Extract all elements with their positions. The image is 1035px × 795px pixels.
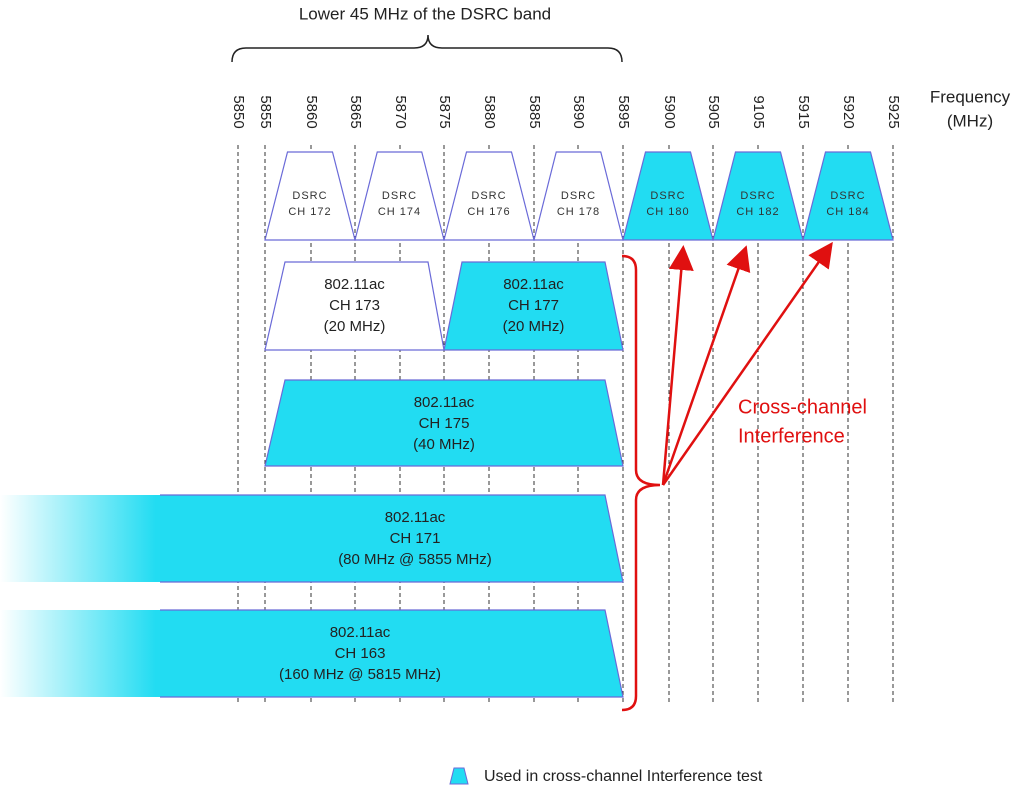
wifi-label: CH 163: [335, 645, 386, 662]
brace: [231, 34, 623, 63]
arrow: [661, 245, 694, 486]
tick-label: 5850: [230, 95, 247, 128]
dsrc-channel: [712, 151, 804, 241]
wifi-label: (80 MHz @ 5855 MHz): [338, 551, 492, 568]
dsrc-label: DSRC: [471, 190, 506, 202]
dsrc-channel: [443, 151, 535, 241]
tick-label: 5915: [795, 95, 812, 128]
tick-label: 5895: [615, 95, 632, 128]
axis-label: (MHz): [947, 111, 993, 130]
legend-icon: [449, 767, 469, 785]
wifi-label: CH 173: [329, 297, 380, 314]
dsrc-label: CH 180: [646, 206, 689, 218]
annotation: Interference: [738, 425, 845, 447]
dsrc-channel: [264, 151, 356, 241]
wifi-channel: [264, 261, 445, 351]
dsrc-label: CH 184: [826, 206, 869, 218]
dsrc-label: DSRC: [561, 190, 596, 202]
wifi-label: 802.11ac: [330, 624, 391, 641]
tick-label: 5880: [481, 95, 498, 128]
wifi-label: CH 175: [419, 415, 470, 432]
dsrc-label: CH 182: [736, 206, 779, 218]
dsrc-channel: [354, 151, 445, 241]
dsrc-label: CH 176: [467, 206, 510, 218]
wifi-channel: [264, 379, 624, 467]
arrow: [661, 241, 833, 486]
wifi-label: 802.11ac: [324, 276, 385, 293]
dsrc-label: DSRC: [292, 190, 327, 202]
tick-label: 5925: [885, 95, 902, 128]
wifi-channel: [0, 495, 623, 582]
wifi-label: CH 177: [508, 297, 559, 314]
tick-label: 5885: [526, 95, 543, 128]
tick-label: 5865: [347, 95, 364, 128]
tick-label: 5890: [570, 95, 587, 128]
wifi-label: CH 171: [390, 530, 441, 547]
tick-label: 5875: [436, 95, 453, 128]
wifi-label: 802.11ac: [503, 276, 564, 293]
tick-label: 9105: [750, 95, 767, 128]
wifi-label: 802.11ac: [414, 394, 475, 411]
tick-label: 5900: [661, 95, 678, 128]
annotation: Cross-channel: [738, 396, 867, 418]
wifi-channel: [0, 610, 623, 697]
wifi-label: (20 MHz): [503, 318, 565, 335]
arrows: [661, 241, 833, 486]
arrow: [661, 245, 751, 486]
wifi-label: 802.11ac: [385, 509, 446, 526]
tick-label: 5870: [392, 95, 409, 128]
dsrc-label: CH 178: [557, 206, 600, 218]
dsrc-label: DSRC: [830, 190, 865, 202]
wifi-channel: [443, 261, 624, 351]
wifi-label: (40 MHz): [413, 436, 475, 453]
wifi-edge: [160, 609, 624, 698]
wifi-label: (160 MHz @ 5815 MHz): [279, 666, 441, 683]
tick-label: 5905: [705, 95, 722, 128]
legend-label: Used in cross-channel Interference test: [484, 768, 763, 785]
dsrc-label: DSRC: [740, 190, 775, 202]
dsrc-label: DSRC: [382, 190, 417, 202]
tick-label: 5860: [303, 95, 320, 128]
dsrc-label: CH 174: [378, 206, 421, 218]
wifi-edge: [160, 494, 624, 583]
dsrc-channel: [533, 151, 624, 241]
axis-label: Frequency: [930, 87, 1011, 106]
tick-label: 5855: [257, 95, 274, 128]
dsrc-label: DSRC: [650, 190, 685, 202]
tick-label: 5920: [840, 95, 857, 128]
band-title: Lower 45 MHz of the DSRC band: [299, 4, 551, 23]
red-bracket: [621, 254, 661, 712]
dsrc-channel: [802, 151, 894, 241]
wifi-label: (20 MHz): [324, 318, 386, 335]
dsrc-label: CH 172: [288, 206, 331, 218]
dsrc-channel: [622, 151, 714, 241]
